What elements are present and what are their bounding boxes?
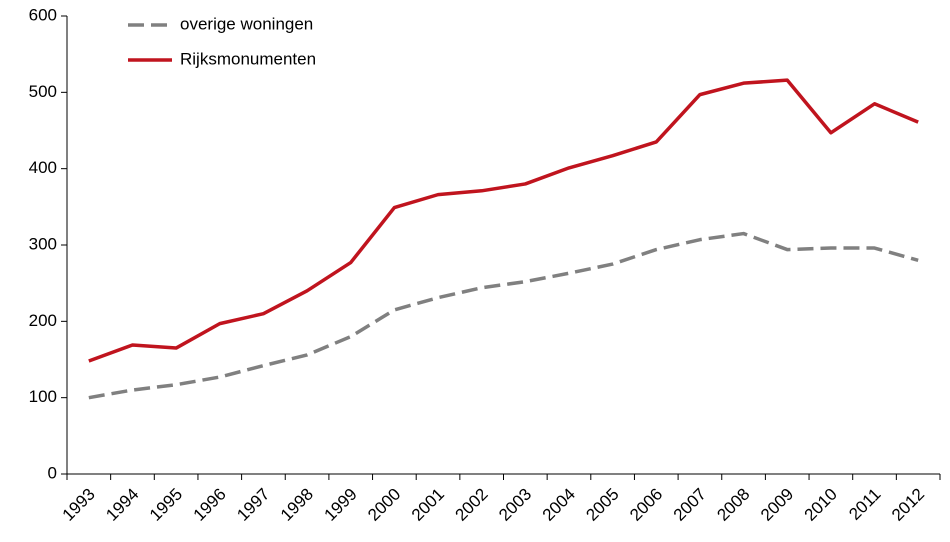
y-tick-label: 0 [48,463,57,482]
x-tick-label: 1994 [102,485,142,525]
x-tick-label: 1997 [233,485,273,525]
series-line [88,231,919,400]
x-tick-label: 2001 [408,485,448,525]
y-tick-label: 400 [29,158,57,177]
x-tick-label: 2009 [757,485,797,525]
x-tick-label: 2011 [845,485,884,524]
x-tick-label: 2004 [539,485,579,525]
x-tick-label: 1996 [190,485,230,525]
x-tick-label: 2006 [626,485,666,525]
x-tick-label: 2005 [582,485,622,525]
x-tick-label: 2002 [451,485,491,525]
x-tick-label: 2003 [495,485,535,525]
y-tick-label: 600 [29,5,57,24]
x-tick-label: 1995 [146,485,186,525]
y-tick-label: 300 [29,234,57,253]
x-tick-label: 1998 [277,485,317,525]
x-tick-label: 1993 [59,485,99,525]
legend-label: Rijksmonumenten [180,49,316,68]
x-tick-label: 2010 [801,485,841,525]
y-tick-label: 200 [29,311,57,330]
x-tick-label: 2007 [670,485,710,525]
x-tick-label: 2012 [888,485,928,525]
legend-label: overige woningen [180,14,313,33]
x-tick-label: 1999 [321,485,361,525]
x-tick-label: 2000 [364,485,404,525]
series-line [88,78,919,363]
y-tick-label: 100 [29,387,57,406]
y-tick-label: 500 [29,82,57,101]
x-tick-label: 2008 [713,485,753,525]
